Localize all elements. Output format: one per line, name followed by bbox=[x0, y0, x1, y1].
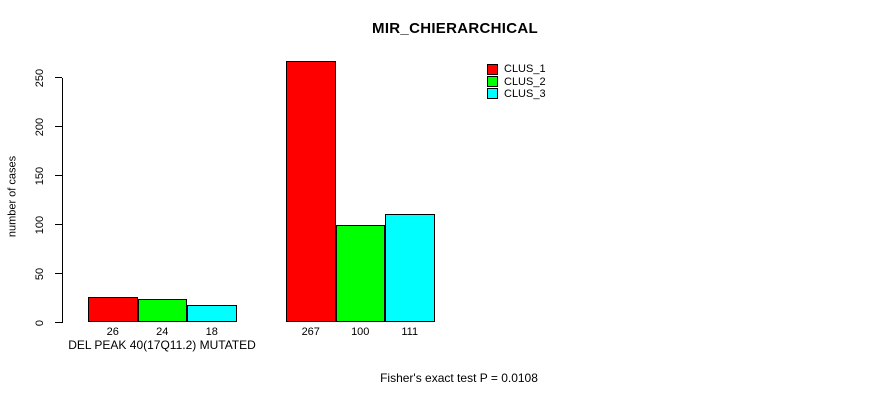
legend-swatch-clus-3 bbox=[487, 88, 498, 100]
bar-value-label: 26 bbox=[106, 325, 119, 338]
bar-value-label: 267 bbox=[301, 325, 320, 338]
y-axis-tick-label: 100 bbox=[34, 215, 46, 234]
legend-swatch-clus-1 bbox=[487, 63, 498, 75]
bar-clus-2-group-1 bbox=[137, 299, 187, 323]
y-axis-title: number of cases bbox=[6, 155, 19, 238]
legend-label: CLUS_2 bbox=[504, 75, 546, 88]
y-axis-tick-label: 250 bbox=[34, 68, 46, 87]
legend-item: CLUS_3 bbox=[487, 88, 546, 100]
legend-label: CLUS_1 bbox=[504, 63, 546, 76]
y-axis-tick bbox=[55, 126, 62, 128]
x-axis-category-label: DEL PEAK 40(17Q11.2) MUTATED bbox=[68, 338, 256, 352]
legend-label: CLUS_3 bbox=[504, 87, 546, 100]
stat-annotation: Fisher's exact test P = 0.0108 bbox=[380, 371, 538, 385]
y-axis-tick-label: 150 bbox=[34, 166, 46, 185]
y-axis-tick bbox=[55, 322, 62, 323]
bar-clus-1-group-2 bbox=[286, 61, 336, 323]
bar-value-label: 111 bbox=[401, 325, 419, 338]
bar-clus-2-group-2 bbox=[335, 224, 385, 323]
y-axis-tick bbox=[55, 77, 62, 79]
bar-clus-3-group-1 bbox=[187, 304, 237, 323]
legend: CLUS_1 CLUS_2 CLUS_3 bbox=[487, 63, 546, 100]
bar-value-label: 18 bbox=[205, 325, 218, 338]
y-axis-tick-label: 50 bbox=[34, 267, 46, 280]
bar-clus-1-group-1 bbox=[88, 297, 138, 323]
y-axis-tick bbox=[55, 273, 62, 275]
y-axis-tick-label: 200 bbox=[34, 117, 46, 136]
legend-swatch-clus-2 bbox=[487, 76, 498, 88]
bar-value-label: 24 bbox=[156, 325, 169, 338]
y-axis-line bbox=[62, 77, 63, 323]
bar-value-label: 100 bbox=[351, 325, 370, 338]
y-axis-tick-label: 0 bbox=[34, 319, 46, 326]
legend-item: CLUS_1 bbox=[487, 63, 546, 75]
chart-title: MIR_CHIERARCHICAL bbox=[372, 20, 538, 37]
bar-clus-3-group-2 bbox=[385, 213, 435, 323]
y-axis-tick bbox=[55, 175, 62, 177]
legend-item: CLUS_2 bbox=[487, 75, 546, 88]
y-axis-tick bbox=[55, 224, 62, 226]
